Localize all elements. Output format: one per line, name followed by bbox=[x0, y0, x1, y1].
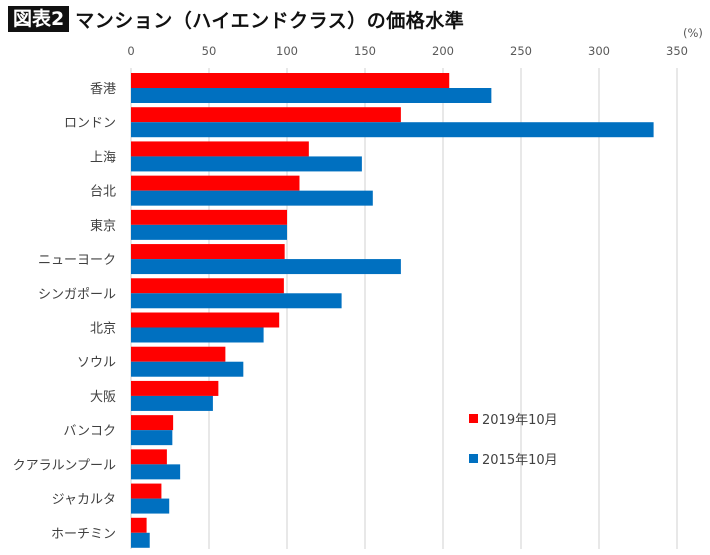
bar-2019-9 bbox=[131, 380, 219, 396]
category-label: バンコク bbox=[63, 424, 116, 439]
category-label: 香港 bbox=[90, 82, 116, 97]
bar-2015-10 bbox=[131, 430, 173, 446]
x-tick-label: 300 bbox=[588, 44, 610, 58]
bar-2015-12 bbox=[131, 498, 170, 514]
legend-swatch-1 bbox=[469, 454, 478, 463]
category-label: シンガポール bbox=[38, 287, 116, 302]
category-label: ソウル bbox=[77, 356, 116, 371]
bar-2019-3 bbox=[131, 175, 300, 191]
category-label: 北京 bbox=[90, 322, 116, 337]
x-tick-label: 200 bbox=[432, 44, 454, 58]
bar-2019-7 bbox=[131, 312, 280, 328]
category-labels: 香港ロンドン上海台北東京ニューヨークシンガポール北京ソウル大阪バンコククアラルン… bbox=[13, 82, 116, 542]
unit-label: (%) bbox=[683, 26, 703, 40]
x-tick-label: 150 bbox=[354, 44, 376, 58]
bar-2019-0 bbox=[131, 73, 450, 88]
x-tick-label: 100 bbox=[276, 44, 298, 58]
bar-2019-10 bbox=[131, 415, 174, 431]
bar-2015-1 bbox=[131, 122, 654, 138]
category-label: 台北 bbox=[90, 185, 116, 200]
x-tick-label: 0 bbox=[127, 44, 134, 58]
legend: 2019年10月 2015年10月 bbox=[469, 413, 558, 468]
bar-2015-5 bbox=[131, 259, 401, 275]
chart-title: 図表2 マンション（ハイエンドクラス）の価格水準 bbox=[8, 6, 464, 32]
bar-2015-9 bbox=[131, 395, 213, 411]
bar-2015-7 bbox=[131, 327, 264, 343]
gridlines bbox=[130, 68, 678, 549]
bar-2015-0 bbox=[131, 88, 492, 103]
bar-2019-1 bbox=[131, 107, 401, 123]
category-label: ホーチミン bbox=[51, 527, 116, 542]
x-tick-label: 50 bbox=[202, 44, 217, 58]
bar-2015-2 bbox=[131, 156, 362, 172]
category-label: クアラルンプール bbox=[13, 458, 116, 473]
bar-2019-12 bbox=[131, 483, 162, 499]
legend-swatch-0 bbox=[469, 414, 478, 423]
bar-2019-13 bbox=[131, 517, 147, 533]
figure-number-badge: 図表2 bbox=[8, 6, 70, 32]
bars bbox=[131, 73, 654, 548]
category-label: 東京 bbox=[90, 218, 116, 234]
category-label: 大阪 bbox=[90, 390, 116, 405]
bar-2019-6 bbox=[131, 278, 284, 294]
bar-2015-13 bbox=[131, 532, 150, 548]
category-label: ロンドン bbox=[64, 116, 116, 131]
x-axis-ticks: 0 50 100 150 200 250 300 350 bbox=[127, 44, 688, 58]
bar-2019-5 bbox=[131, 244, 285, 260]
bar-2019-4 bbox=[131, 209, 287, 225]
x-tick-label: 250 bbox=[510, 44, 532, 58]
category-label: ジャカルタ bbox=[52, 493, 116, 508]
bar-2015-3 bbox=[131, 190, 373, 206]
bar-2019-11 bbox=[131, 449, 167, 465]
bar-2015-8 bbox=[131, 361, 244, 377]
bar-2019-2 bbox=[131, 141, 309, 157]
bar-2015-4 bbox=[131, 224, 287, 240]
bar-2015-11 bbox=[131, 464, 181, 480]
category-label: ニューヨーク bbox=[38, 253, 116, 268]
category-label: 上海 bbox=[90, 150, 116, 165]
x-tick-label: 350 bbox=[666, 44, 688, 58]
legend-label-0: 2019年10月 bbox=[482, 413, 558, 428]
chart-title-text: マンション（ハイエンドクラス）の価格水準 bbox=[75, 9, 465, 32]
bar-2019-8 bbox=[131, 346, 226, 362]
bar-2015-6 bbox=[131, 293, 342, 309]
legend-label-1: 2015年10月 bbox=[482, 453, 558, 468]
